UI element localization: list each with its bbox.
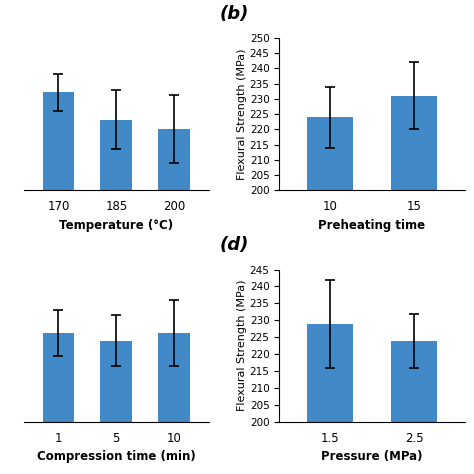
Text: (d): (d) <box>220 236 249 254</box>
Bar <box>158 129 190 190</box>
X-axis label: Temperature (°C): Temperature (°C) <box>59 219 173 232</box>
Bar <box>391 96 437 190</box>
Bar <box>158 333 190 422</box>
Y-axis label: Flexural Strength (MPa): Flexural Strength (MPa) <box>237 280 247 411</box>
Bar <box>43 92 74 190</box>
Bar <box>43 333 74 422</box>
Bar <box>391 341 437 422</box>
X-axis label: Preheating time: Preheating time <box>319 219 426 232</box>
X-axis label: Pressure (MPa): Pressure (MPa) <box>321 450 423 463</box>
Bar <box>307 117 353 190</box>
Text: (b): (b) <box>220 5 249 23</box>
Bar <box>307 324 353 422</box>
Y-axis label: Flexural Strength (MPa): Flexural Strength (MPa) <box>237 48 247 180</box>
Bar <box>100 341 132 422</box>
X-axis label: Compression time (min): Compression time (min) <box>37 450 196 463</box>
Bar <box>100 120 132 190</box>
